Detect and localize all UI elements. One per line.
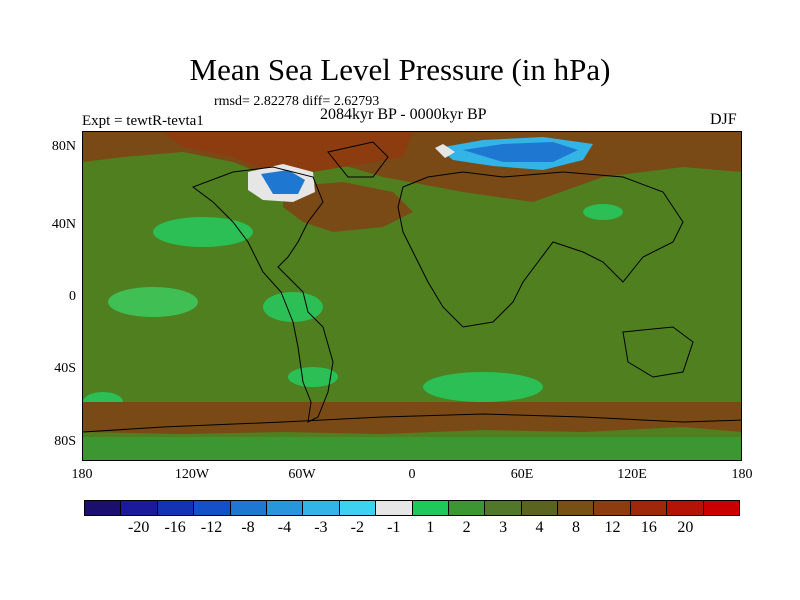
field-patch-spac [288, 367, 338, 387]
lat-label: 40S [54, 361, 76, 376]
lon-label: 60W [288, 467, 316, 482]
colorbar [84, 500, 740, 516]
colorbar-label: -12 [200, 519, 223, 536]
colorbar-label: -4 [277, 519, 292, 536]
lat-label: 80S [54, 434, 76, 449]
map-panel [82, 131, 742, 461]
colorbar-label: 20 [677, 519, 694, 536]
colorbar-swatch [558, 501, 595, 515]
lon-label: 0 [408, 467, 416, 482]
colorbar-label: 3 [499, 519, 508, 536]
colorbar-label: -2 [350, 519, 364, 536]
colorbar-label: -20 [127, 519, 150, 536]
coast-eurasia-africa [397, 171, 684, 328]
field-hudson-blue [261, 170, 305, 194]
colorbar-swatch [703, 501, 740, 515]
field-patch-trop [108, 287, 198, 317]
period-label: 2084kyr BP - 0000kyr BP [320, 106, 487, 123]
colorbar-swatch [230, 501, 267, 515]
colorbar-label: 2 [462, 519, 471, 536]
colorbar-swatch [521, 501, 559, 515]
colorbar-swatch [448, 501, 486, 515]
colorbar-label: -3 [314, 519, 328, 536]
colorbar-swatch [630, 501, 668, 515]
field-siberia-blue [463, 142, 578, 162]
colorbar-label: -1 [387, 519, 401, 536]
lat-label: 0 [69, 289, 76, 304]
coast-australia [622, 326, 694, 378]
map-field [83, 132, 741, 460]
colorbar-swatch [194, 501, 231, 515]
colorbar-swatch [485, 501, 522, 515]
field-siberia-white [435, 144, 455, 158]
colorbar-label: 16 [640, 519, 657, 536]
lon-label: 60E [510, 467, 534, 482]
colorbar-label: 8 [572, 519, 580, 536]
coast-antarctica [83, 413, 741, 433]
lat-label: 80N [51, 139, 76, 154]
experiment-label: Expt = tewtR-tevta1 [82, 113, 204, 129]
colorbar-swatch [412, 501, 449, 515]
colorbar-swatch [157, 501, 195, 515]
field-antarctic [83, 437, 741, 460]
stats-text: rmsd= 2.82278 diff= 2.62793 [214, 94, 380, 109]
field-north-darkbrown [163, 132, 413, 177]
colorbar-label: -16 [164, 519, 186, 536]
colorbar-swatch [376, 501, 413, 515]
colorbar-swatch [85, 501, 122, 515]
coastlines [83, 141, 741, 433]
field-patch-indian [423, 372, 543, 402]
season-label: DJF [710, 111, 737, 128]
colorbar-swatch [303, 501, 340, 515]
colorbar-swatch [667, 501, 704, 515]
colorbar-swatch [266, 501, 304, 515]
lon-label: 120W [174, 467, 210, 482]
coast-americas [191, 166, 334, 423]
field-south-brown [83, 402, 741, 434]
map-title: Mean Sea Level Pressure (in hPa) [189, 52, 611, 87]
colorbar-label: 1 [426, 519, 435, 536]
field-patch-npac [153, 217, 253, 247]
field-patch-epac [263, 292, 323, 322]
lon-label: 120E [617, 467, 647, 482]
lon-label: 180 [71, 467, 93, 482]
colorbar-label: -8 [241, 519, 255, 536]
field-patch-asia [583, 204, 623, 220]
colorbar-swatch [121, 501, 158, 515]
lon-label: 180 [731, 467, 753, 482]
colorbar-swatch [339, 501, 377, 515]
colorbar-label: 4 [535, 519, 544, 536]
coast-greenland [327, 141, 389, 178]
lat-label: 40N [51, 217, 76, 232]
colorbar-label: 12 [604, 519, 621, 536]
field-atlantic-brown [283, 182, 413, 232]
colorbar-swatch [594, 501, 631, 515]
